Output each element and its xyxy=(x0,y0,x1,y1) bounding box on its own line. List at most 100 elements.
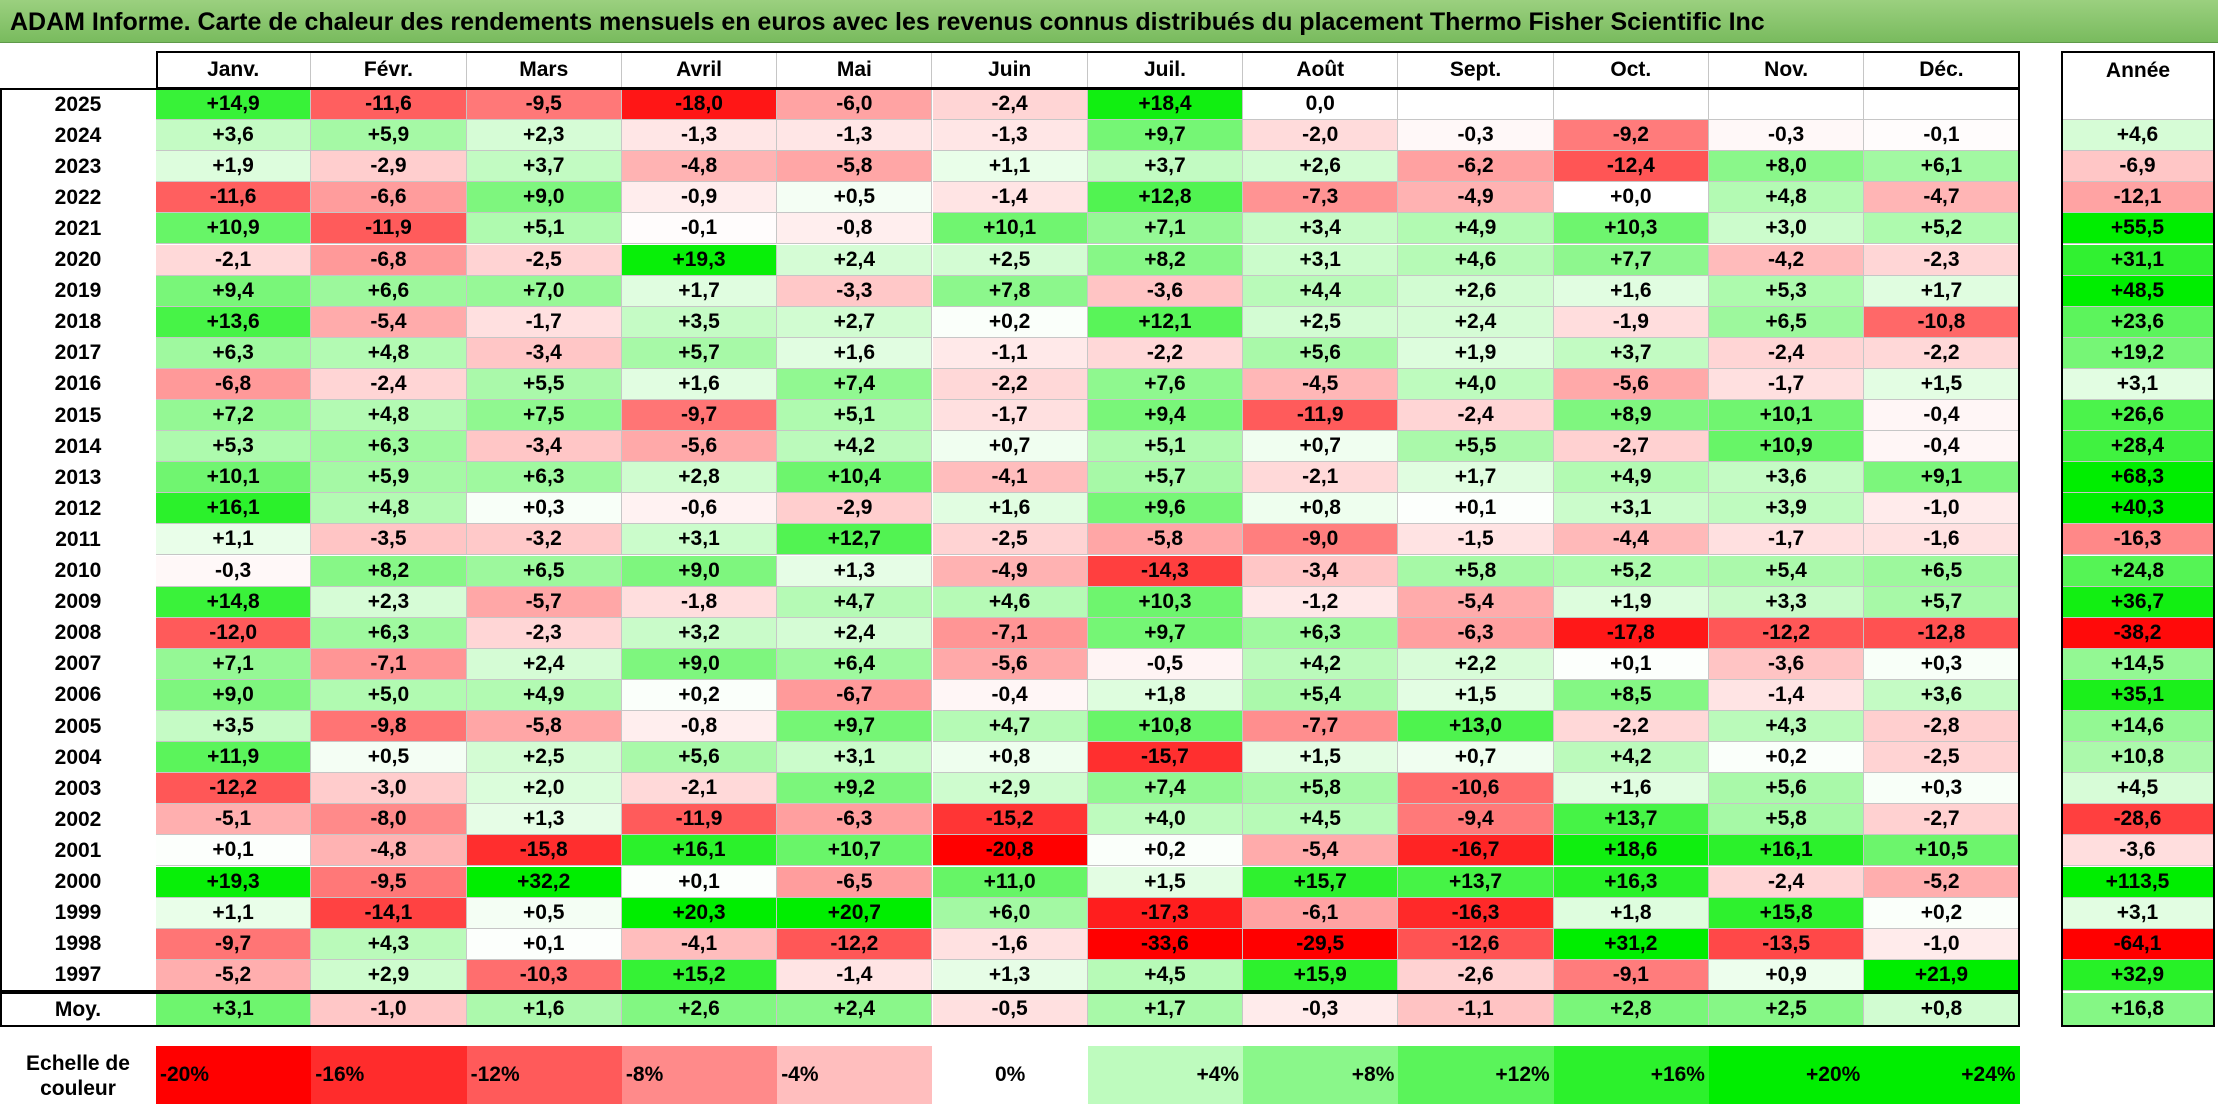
heatmap-cell: +3,5 xyxy=(156,711,312,743)
heatmap-cell: +5,7 xyxy=(1087,462,1244,494)
heatmap-cell: -2,1 xyxy=(621,773,778,805)
heatmap-cell: +4,7 xyxy=(777,586,933,618)
heatmap-cell: -6,5 xyxy=(777,866,933,898)
heatmap-cell: +5,7 xyxy=(1864,586,2020,618)
heatmap-cell: -5,7 xyxy=(466,586,622,618)
year-label: 2014 xyxy=(0,431,156,463)
heatmap-cell: -4,1 xyxy=(621,928,778,960)
heatmap-cell: +1,7 xyxy=(621,275,778,307)
year-label: 2002 xyxy=(0,804,156,836)
heatmap-cell: -5,1 xyxy=(156,804,312,836)
average-cell: -1,1 xyxy=(1398,992,1554,1027)
heatmap-cell: -0,8 xyxy=(777,213,933,245)
heatmap-cell: +3,0 xyxy=(1709,213,1865,245)
heatmap-cell: -0,3 xyxy=(1398,120,1554,152)
heatmap-cell: +1,6 xyxy=(1553,275,1709,307)
year-label: 2001 xyxy=(0,835,156,867)
year-label: 2008 xyxy=(0,617,156,649)
heatmap-cell: +2,9 xyxy=(932,773,1088,805)
heatmap-cell: +8,2 xyxy=(1087,244,1244,276)
heatmap-cell: +12,1 xyxy=(1087,306,1244,338)
heatmap-cell: +2,6 xyxy=(1398,275,1554,307)
heatmap-cell: -9,2 xyxy=(1553,120,1709,152)
heatmap-cell: +0,7 xyxy=(1243,431,1399,463)
month-header: Mai xyxy=(777,52,933,89)
heatmap-cell: +5,2 xyxy=(1864,213,2020,245)
heatmap-cell: -10,8 xyxy=(1864,306,2020,338)
heatmap-cell: +6,3 xyxy=(311,431,467,463)
heatmap-cell: +0,7 xyxy=(1398,742,1554,774)
heatmap-cell: -6,6 xyxy=(311,182,467,214)
heatmap-cell: -9,5 xyxy=(466,89,622,121)
heatmap-cell: +14,8 xyxy=(156,586,312,618)
year-label: 2007 xyxy=(0,648,156,680)
heatmap-cell: +5,4 xyxy=(1243,679,1399,711)
heatmap-cell: -9,7 xyxy=(156,928,312,960)
heatmap-cell: -2,0 xyxy=(1243,120,1399,152)
color-scale-stop: +12% xyxy=(1398,1046,1554,1104)
heatmap-cell: +0,1 xyxy=(621,866,778,898)
heatmap-cell: -1,1 xyxy=(932,337,1088,369)
heatmap-cell: +5,2 xyxy=(1553,555,1709,587)
heatmap-cell: +2,5 xyxy=(1243,306,1399,338)
heatmap-cell: -4,9 xyxy=(1398,182,1554,214)
heatmap-cell: +3,9 xyxy=(1709,493,1865,525)
heatmap-cell: -12,4 xyxy=(1553,151,1709,183)
annual-cell: -6,9 xyxy=(2061,151,2215,183)
color-scale-stop: 0% xyxy=(932,1046,1088,1104)
heatmap-cell: +10,1 xyxy=(156,462,312,494)
heatmap-cell: +0,1 xyxy=(1553,648,1709,680)
heatmap-cell: -5,2 xyxy=(156,959,312,991)
heatmap-cell: +18,6 xyxy=(1553,835,1709,867)
heatmap-cell: +4,8 xyxy=(311,400,467,432)
heatmap-cell: -2,8 xyxy=(1864,711,2020,743)
heatmap-cell: -0,4 xyxy=(1864,431,2020,463)
heatmap-cell: +6,5 xyxy=(1709,306,1865,338)
heatmap-cell: -29,5 xyxy=(1243,928,1399,960)
heatmap-cell: -0,9 xyxy=(621,182,778,214)
heatmap-cell: -9,1 xyxy=(1553,959,1709,991)
heatmap-cell: +5,4 xyxy=(1709,555,1865,587)
heatmap-cell: +3,5 xyxy=(621,306,778,338)
heatmap-cell: +4,2 xyxy=(1553,742,1709,774)
heatmap-cell: +4,9 xyxy=(466,679,622,711)
heatmap-cell: +13,7 xyxy=(1398,866,1554,898)
year-label: 2016 xyxy=(0,368,156,400)
heatmap-cell: -14,1 xyxy=(311,897,467,929)
color-scale-label-line1: Echelle de xyxy=(26,1052,130,1075)
heatmap-cell: +7,1 xyxy=(156,648,312,680)
heatmap-cell: -4,8 xyxy=(311,835,467,867)
annual-cell xyxy=(2061,89,2215,121)
color-scale-stop: -8% xyxy=(621,1046,778,1104)
month-header: Avril xyxy=(621,52,778,89)
year-label: 1997 xyxy=(0,959,156,991)
heatmap-cell: -1,7 xyxy=(1709,524,1865,556)
heatmap-cell: -1,6 xyxy=(1864,524,2020,556)
heatmap-cell: +5,8 xyxy=(1398,555,1554,587)
heatmap-cell: +5,1 xyxy=(466,213,622,245)
color-scale-stop: +16% xyxy=(1553,1046,1709,1104)
heatmap-cell: -12,0 xyxy=(156,617,312,649)
heatmap-cell: +6,3 xyxy=(1243,617,1399,649)
heatmap-cell: -4,1 xyxy=(932,462,1088,494)
heatmap-cell: -5,4 xyxy=(311,306,467,338)
heatmap-cell: -7,1 xyxy=(932,617,1088,649)
heatmap-cell: -11,9 xyxy=(1243,400,1399,432)
annual-cell: -16,3 xyxy=(2061,524,2215,556)
heatmap-cell: -14,3 xyxy=(1087,555,1244,587)
heatmap-cell: +2,5 xyxy=(932,244,1088,276)
heatmap-cell: +3,7 xyxy=(466,151,622,183)
heatmap-cell: -9,7 xyxy=(621,400,778,432)
heatmap-cell: 0,0 xyxy=(1243,89,1399,121)
heatmap-cell: +7,2 xyxy=(156,400,312,432)
year-label: 2012 xyxy=(0,493,156,525)
chart-title: ADAM Informe. Carte de chaleur des rende… xyxy=(10,8,1765,36)
month-header: Déc. xyxy=(1864,52,2020,89)
year-label: 2010 xyxy=(0,555,156,587)
heatmap-cell: +0,2 xyxy=(932,306,1088,338)
heatmap-cell: -3,6 xyxy=(1709,648,1865,680)
heatmap-cell: +8,9 xyxy=(1553,400,1709,432)
heatmap-cell: +1,8 xyxy=(1553,897,1709,929)
heatmap-cell: +0,5 xyxy=(466,897,622,929)
heatmap-cell: -3,5 xyxy=(311,524,467,556)
